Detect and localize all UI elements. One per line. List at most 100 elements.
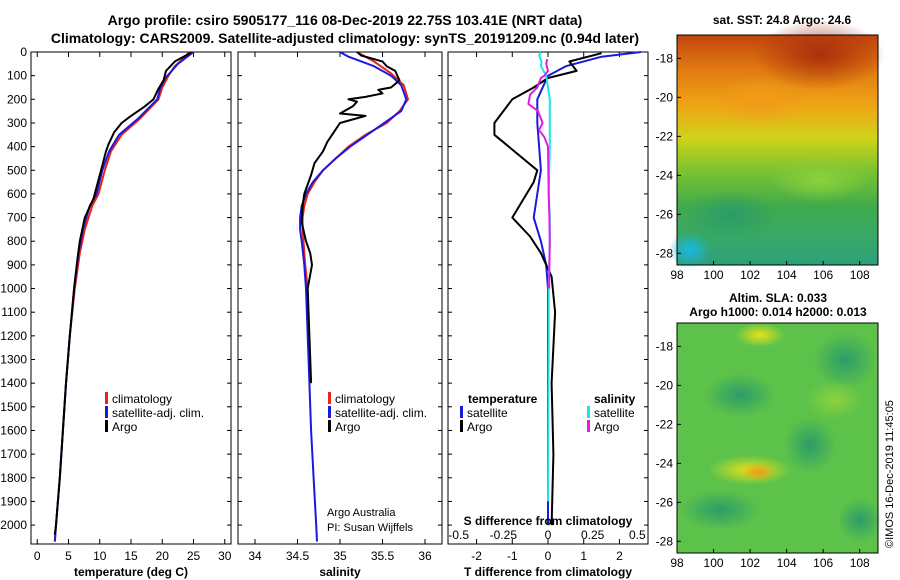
- x-tick-label: 10: [93, 549, 107, 563]
- x-tick-label: 35.5: [371, 549, 395, 563]
- salinity-plot-frame: [237, 51, 443, 545]
- legend-s-satellite-label: satellite: [594, 406, 635, 420]
- lon-tick-label: 102: [740, 268, 760, 282]
- x-tick-label: 34.5: [286, 549, 310, 563]
- lat-tick-label: -18: [656, 51, 674, 65]
- sla-map-title-line2: Argo h1000: 0.014 h2000: 0.013: [689, 305, 867, 319]
- credit-argo-australia: Argo Australia: [327, 507, 396, 519]
- difference-panel: -2 -1 0 1 2 -0.5 -0.25 0 0.25 0.5 T difference f…: [447, 51, 649, 579]
- t-difference-xlabel: T difference from climatology: [464, 565, 632, 579]
- sla-map-frame: [676, 322, 879, 554]
- difference-legend-salinity: salinity satellite Argo: [587, 392, 636, 434]
- legend-argo-swatch: [105, 420, 108, 432]
- series-line-t-satellite: [532, 51, 642, 526]
- depth-tick-label: 400: [7, 140, 27, 154]
- legend-satellite-swatch: [328, 406, 331, 418]
- depth-axis-ticks: 0 100 200 300 400 500 600 700 800 900 1000 1100 1200…: [0, 45, 648, 532]
- sst-lon-ticks: 98 100 102 104 106 108: [670, 261, 870, 282]
- temperature-legend: climatology satellite-adj. clim. Argo: [105, 392, 204, 434]
- salinity-axis-ticks: 34 34.5 35 35.5 36: [248, 52, 432, 563]
- legend-t-satellite-label: satellite: [467, 406, 508, 420]
- sst-map-panel: sat. SST: 24.8 Argo: 24.6 98 100 102 104 106…: [656, 13, 885, 282]
- legend-satellite-label: satellite-adj. clim.: [335, 406, 427, 420]
- depth-tick-label: 1600: [0, 423, 27, 437]
- x-tick-label: 30: [218, 549, 232, 563]
- depth-tick-label: 700: [7, 211, 27, 225]
- lon-tick-label: 100: [704, 268, 724, 282]
- depth-tick-label: 900: [7, 258, 27, 272]
- depth-tick-label: 300: [7, 116, 27, 130]
- lat-tick-label: -26: [656, 495, 674, 509]
- s-tick-label: -0.25: [490, 528, 518, 542]
- series-line-argo: [53, 51, 192, 535]
- legend-climatology-swatch: [328, 392, 331, 404]
- legend-argo-label: Argo: [112, 420, 138, 434]
- depth-tick-label: 1200: [0, 329, 27, 343]
- lat-tick-label: -24: [656, 456, 674, 470]
- s-difference-axis-ticks: -0.5 -0.25 0 0.25 0.5: [448, 528, 646, 542]
- imos-credit: ©IMOS 16-Dec-2019 11:45:05: [884, 400, 896, 548]
- lat-tick-label: -28: [656, 246, 674, 260]
- x-tick-label: 35: [333, 549, 347, 563]
- depth-tick-label: 500: [7, 163, 27, 177]
- legend-t-argo-swatch: [460, 420, 463, 432]
- lon-tick-label: 106: [813, 268, 833, 282]
- depth-tick-label: 1400: [0, 376, 27, 390]
- difference-legend-temperature: temperature satellite Argo: [460, 392, 538, 434]
- figure-title-line1: Argo profile: csiro 5905177_116 08-Dec-2…: [108, 12, 583, 28]
- s-difference-xlabel: S difference from climatology: [464, 514, 633, 528]
- legend-satellite-label: satellite-adj. clim.: [112, 406, 204, 420]
- lon-tick-label: 106: [813, 556, 833, 570]
- legend-salinity-heading: salinity: [594, 392, 636, 406]
- lat-tick-label: -28: [656, 534, 674, 548]
- depth-tick-label: 800: [7, 234, 27, 248]
- x-tick-label: 36: [418, 549, 432, 563]
- legend-s-argo-swatch: [587, 420, 590, 432]
- salinity-legend: climatology satellite-adj. clim. Argo: [328, 392, 427, 434]
- x-tick-label: -1: [507, 549, 518, 563]
- credit-pi-name: PI: Susan Wijffels: [327, 522, 413, 534]
- legend-s-satellite-swatch: [587, 406, 590, 418]
- sla-yellow-patch: [735, 323, 785, 347]
- depth-tick-label: 200: [7, 92, 27, 106]
- series-line-satellite: [53, 51, 195, 542]
- x-tick-label: 2: [616, 549, 623, 563]
- sla-lightgreen-patch: [805, 380, 865, 420]
- s-tick-label: 0.25: [581, 528, 605, 542]
- x-tick-label: 15: [124, 549, 138, 563]
- difference-series: [493, 51, 642, 526]
- x-tick-label: 0: [34, 549, 41, 563]
- lat-tick-label: -18: [656, 339, 674, 353]
- s-tick-label: -0.5: [448, 528, 469, 542]
- temperature-panel: 0100200300400500600700800900100011001200…: [0, 45, 648, 579]
- lon-tick-label: 108: [850, 268, 870, 282]
- lon-tick-label: 104: [777, 556, 797, 570]
- lat-tick-label: -20: [656, 378, 674, 392]
- legend-t-argo-label: Argo: [467, 420, 493, 434]
- depth-tick-label: 2000: [0, 518, 27, 532]
- sla-lat-ticks: -18 -20 -22 -24 -26 -28: [656, 339, 681, 548]
- sst-lat-ticks: -18 -20 -22 -24 -26 -28: [656, 51, 681, 260]
- sla-low-patch: [838, 498, 882, 542]
- t-difference-axis-ticks: -2 -1 0 1 2: [471, 52, 623, 563]
- temperature-xlabel: temperature (deg C): [74, 565, 188, 579]
- legend-argo-label: Argo: [335, 420, 361, 434]
- salinity-panel: 34 34.5 35 35.5 36 salinity climatology sate…: [237, 51, 443, 579]
- x-tick-label: 20: [156, 549, 170, 563]
- lat-tick-label: -22: [656, 417, 674, 431]
- depth-tick-label: 1900: [0, 494, 27, 508]
- x-tick-label: 25: [187, 549, 201, 563]
- sla-low-patch: [784, 417, 836, 473]
- sst-orange-patch: [715, 75, 805, 125]
- lon-tick-label: 102: [740, 556, 760, 570]
- sst-cyan-patch: [668, 232, 712, 268]
- lat-tick-label: -22: [656, 129, 674, 143]
- s-tick-label: 0.5: [629, 528, 646, 542]
- x-tick-label: 1: [580, 549, 587, 563]
- temperature-axis-ticks: 0 5 10 15 20 25 30: [34, 52, 232, 563]
- sla-low-patch: [813, 332, 877, 388]
- legend-satellite-swatch: [105, 406, 108, 418]
- series-line-satellite: [299, 51, 408, 542]
- lon-tick-label: 100: [704, 556, 724, 570]
